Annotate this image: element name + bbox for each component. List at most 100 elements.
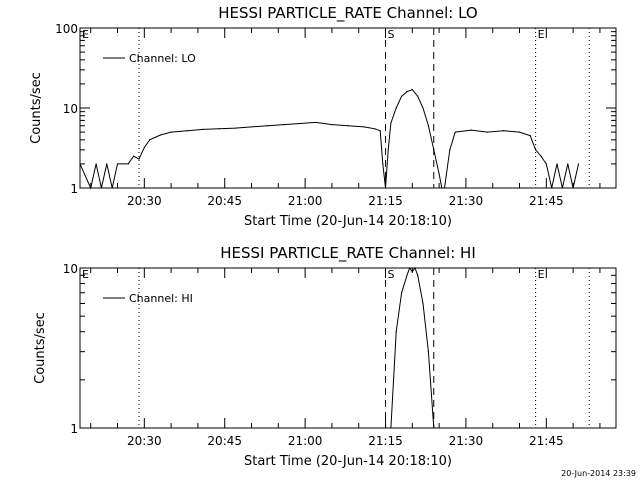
data-point [441,187,443,189]
x-tick-label: 21:00 [288,434,323,448]
data-point [133,155,135,157]
data-point [331,124,333,126]
data-point [116,163,119,165]
y-tick-label: 1 [70,182,78,196]
data-point [427,351,429,353]
data-point [170,131,172,133]
data-point [374,128,376,130]
x-axis-label: Start Time (20-Jun-14 20:18:10) [244,454,452,469]
data-point [422,302,424,305]
data-point [406,274,408,276]
marker-label: S [388,268,395,281]
x-tick-label: 21:45 [529,434,564,448]
data-point [535,149,537,151]
data-point [502,130,505,132]
data-point [390,427,392,429]
data-point [395,331,397,333]
data-point [561,187,564,189]
chart-title: HESSI PARTICLE_RATE Channel: HI [220,244,476,263]
data-point [551,187,553,189]
data-point [518,131,521,133]
data-point [567,163,569,165]
data-point [382,163,384,165]
y-tick-label: 10 [63,102,78,116]
series-line [79,88,579,190]
marker-label: E [538,268,545,281]
data-point [347,125,349,127]
marker-label: E [82,28,89,41]
chart-title: HESSI PARTICLE_RATE Channel: LO [218,4,477,23]
data-point [90,187,92,189]
data-point [379,130,381,132]
data-point [390,122,392,124]
data-point [250,126,253,128]
data-point [218,128,220,130]
data-point [299,122,301,125]
timestamp: 20-Jun-2014 23:39 [561,469,636,478]
data-point [387,149,389,151]
data-point [138,158,140,160]
data-point [438,173,440,175]
data-point [106,163,108,165]
legend-label: Channel: LO [129,52,196,65]
data-point [422,107,424,109]
data-point [545,163,547,165]
data-point [79,163,81,165]
data-point [159,134,161,136]
y-axis-ticks: 1 10 100 [55,22,616,196]
y-tick-label: 1 [70,422,78,436]
data-point [577,163,580,165]
plot-frame [79,267,617,429]
x-tick-label: 21:30 [449,434,484,448]
data-point [411,270,413,273]
data-point [95,163,97,165]
data-point [470,129,472,131]
data-point [267,125,269,127]
series-hi [390,266,435,429]
panel-lo: HESSI PARTICLE_RATE Channel: LO Counts/s… [29,4,617,229]
data-point [486,131,488,133]
marker-label: E [538,28,545,41]
data-point [433,149,435,151]
data-point [449,149,451,151]
data-point [409,267,411,269]
data-point [315,121,317,124]
x-tick-label: 21:30 [449,194,484,208]
data-point [406,91,408,93]
data-point [443,187,446,189]
marker-label: S [388,28,395,41]
data-point [433,427,435,429]
marker-label: E [82,268,89,281]
data-point [127,163,129,165]
legend: Channel: HI [103,292,193,305]
data-point [417,95,419,97]
data-point [411,88,413,91]
data-point [143,146,145,149]
data-point [186,130,188,132]
data-point [100,187,103,189]
legend-label: Channel: HI [129,292,193,305]
y-tick-label: 100 [55,22,78,36]
y-axis-ticks: 1 10 [63,262,616,436]
data-point [454,131,456,133]
x-axis-ticks: 20:30 20:45 21:00 21:15 21:30 21:45 [90,28,601,208]
legend: Channel: LO [103,52,196,65]
x-tick-label: 20:45 [207,434,242,448]
y-tick-label: 10 [63,262,78,276]
data-point [401,95,403,97]
x-axis-ticks: 20:30 20:45 21:00 21:15 21:30 21:45 [90,268,601,448]
series-lo [79,88,580,190]
x-tick-label: 21:00 [288,194,323,208]
panel-hi: HESSI PARTICLE_RATE Channel: HI Counts/s… [33,244,617,469]
data-point [427,125,429,127]
x-tick-label: 20:30 [127,434,162,448]
data-point [149,139,151,141]
x-tick-label: 21:15 [368,434,403,448]
data-point [283,124,285,126]
data-point [363,126,365,128]
data-point [395,107,397,109]
y-axis-label: Counts/sec [33,312,48,384]
